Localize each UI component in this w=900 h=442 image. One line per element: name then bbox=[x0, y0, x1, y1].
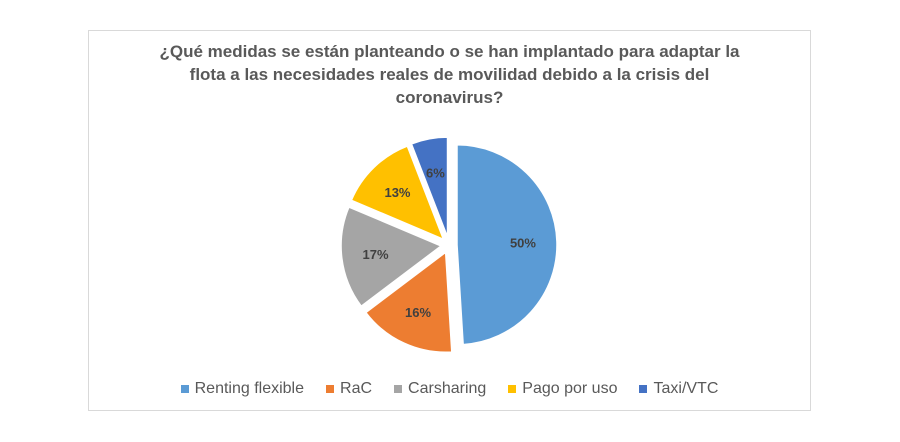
legend-item: RaC bbox=[326, 380, 372, 398]
legend-swatch bbox=[180, 385, 189, 393]
legend: Renting flexible RaC Carsharing Pago por us… bbox=[88, 380, 811, 398]
legend-label: Carsharing bbox=[408, 380, 487, 397]
data-label: 50% bbox=[510, 236, 536, 251]
title-line-2: flota a las necesidades reales de movili… bbox=[189, 65, 710, 84]
legend-swatch bbox=[394, 385, 403, 393]
chart-title: ¿Qué medidas se están planteando o se ha… bbox=[88, 40, 811, 109]
title-line-1: ¿Qué medidas se están planteando o se ha… bbox=[159, 42, 740, 61]
data-label: 17% bbox=[363, 247, 389, 262]
chart-frame bbox=[88, 30, 811, 411]
data-label: 6% bbox=[426, 165, 445, 180]
pie-slice-renting-flexible bbox=[456, 144, 558, 346]
legend-item: Carsharing bbox=[394, 380, 486, 398]
legend-swatch bbox=[639, 385, 648, 393]
legend-label: Renting flexible bbox=[194, 380, 305, 397]
pie-slice-pago-por-uso bbox=[350, 145, 445, 241]
legend-item: Renting flexible bbox=[180, 380, 305, 398]
legend-swatch bbox=[326, 385, 335, 393]
legend-label: RaC bbox=[340, 380, 373, 397]
legend-item: Pago por uso bbox=[508, 380, 617, 398]
legend-label: Taxi/VTC bbox=[653, 380, 719, 397]
pie-slice-carsharing bbox=[340, 206, 443, 308]
data-label: 16% bbox=[405, 305, 431, 320]
title-line-3: coronavirus? bbox=[395, 88, 504, 107]
pie-slice-rac bbox=[364, 250, 453, 353]
data-label: 13% bbox=[384, 185, 410, 200]
pie-slice-taxi-vtc bbox=[410, 136, 449, 238]
legend-item: Taxi/VTC bbox=[639, 380, 718, 398]
legend-label: Pago por uso bbox=[522, 380, 618, 397]
legend-swatch bbox=[508, 385, 517, 393]
